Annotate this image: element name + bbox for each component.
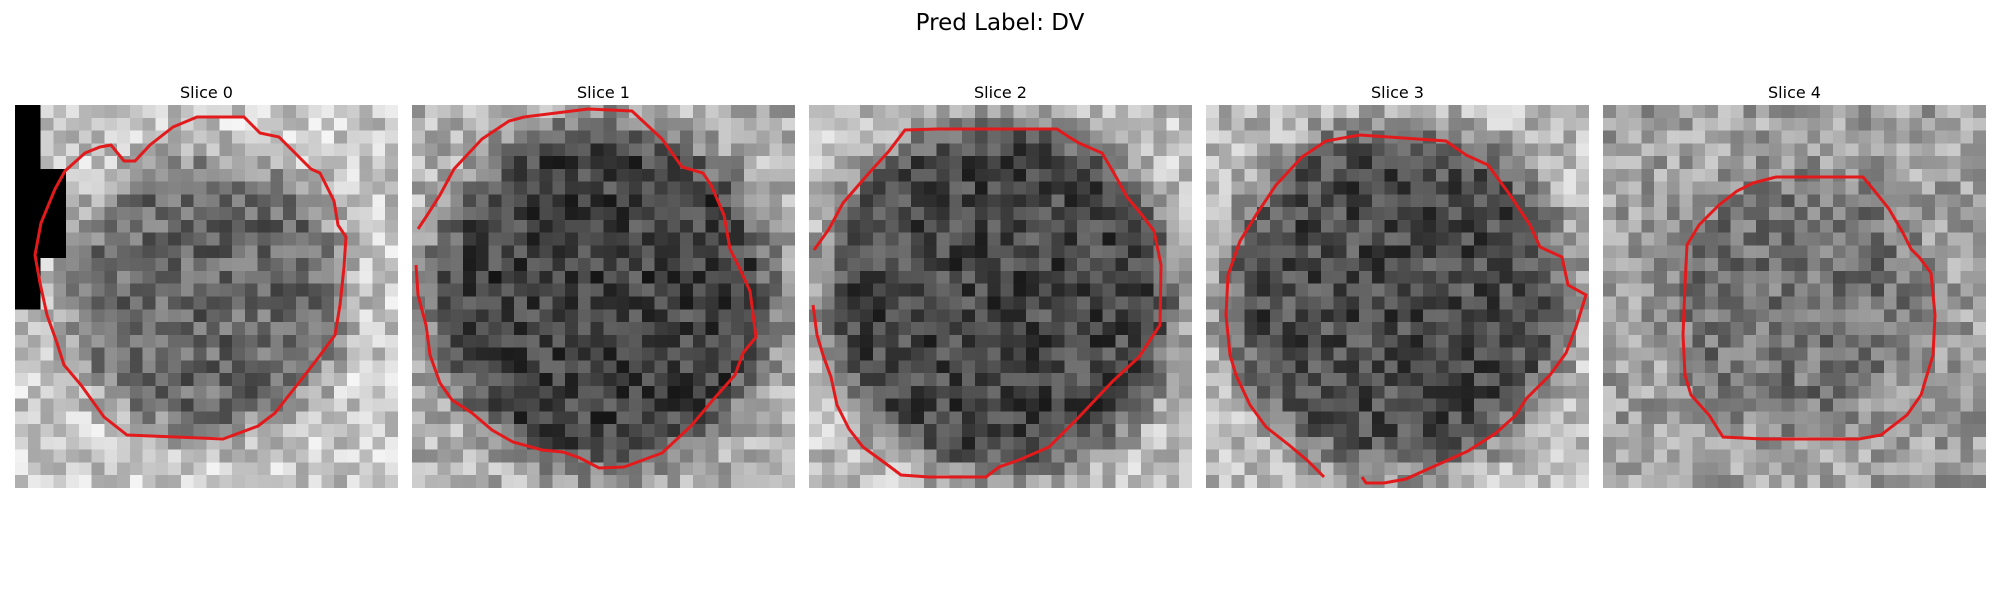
- contour-line: [1681, 175, 1937, 441]
- slice-image-4: [1603, 105, 1986, 488]
- contour-line: [811, 127, 1163, 479]
- slice-contour-3: [1224, 133, 1588, 485]
- slice-contour-0: [33, 115, 348, 441]
- contour-line: [1224, 133, 1588, 485]
- slice-title-1: Slice 1: [577, 83, 630, 102]
- slice-image-0: [15, 105, 398, 488]
- slice-contour-1: [414, 107, 758, 470]
- contour-line: [414, 107, 758, 470]
- slice-title-3: Slice 3: [1371, 83, 1424, 102]
- slice-title-4: Slice 4: [1768, 83, 1821, 102]
- figure-title: Pred Label: DV: [915, 10, 1085, 36]
- slice-image-1: [412, 105, 795, 488]
- slice-title-2: Slice 2: [974, 83, 1027, 102]
- slice-image-3: [1206, 105, 1589, 488]
- slice-contour-4: [1681, 175, 1937, 441]
- contour-line: [33, 115, 348, 441]
- slice-contour-2: [811, 127, 1163, 479]
- slice-title-0: Slice 0: [180, 83, 233, 102]
